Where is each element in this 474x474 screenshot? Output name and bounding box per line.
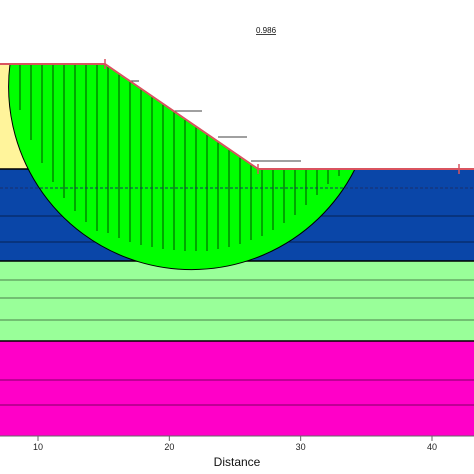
slices [19, 64, 340, 251]
layer-sublines [0, 215, 474, 406]
x-axis-tick-label: 10 [33, 442, 43, 452]
factor-of-safety-label: 0.986 [256, 26, 277, 35]
x-axis: 10 20 30 40 Distance [0, 435, 474, 469]
x-axis-tick-label: 20 [164, 442, 174, 452]
bedrock-layer [0, 341, 474, 436]
clay-layer [0, 261, 474, 341]
slip-mass [8, 63, 356, 271]
x-axis-tick-label: 40 [427, 442, 437, 452]
ground-surface [0, 59, 474, 174]
x-axis-ticks: 10 20 30 40 [33, 436, 437, 452]
x-axis-title: Distance [214, 455, 261, 469]
x-axis-tick-label: 30 [296, 442, 306, 452]
